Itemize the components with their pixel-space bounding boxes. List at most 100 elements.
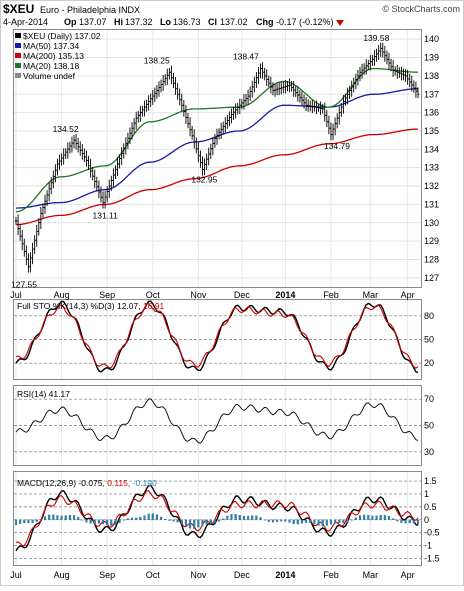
- macd-histogram-bar: [193, 519, 196, 529]
- macd-histogram-bar: [189, 519, 192, 529]
- macd-signal-line: [15, 490, 419, 547]
- macd-label-hist: -0.190: [133, 478, 157, 488]
- macd-histogram-bar: [143, 515, 146, 520]
- macd-histogram-bar: [300, 519, 304, 524]
- macd-histogram-bar: [197, 519, 200, 528]
- osc-tick-label: -1: [424, 541, 432, 551]
- macd-histogram-bar: [118, 519, 121, 523]
- macd-histogram-bar: [60, 515, 63, 520]
- price-legend: $XEU (Daily) 137.02 MA(50) 137.34 MA(200…: [15, 31, 101, 81]
- price-annotation: 138.47: [233, 51, 259, 61]
- macd-histogram-bar: [43, 516, 47, 520]
- price-tick-label: 132: [424, 181, 439, 191]
- macd-histogram-bar: [201, 519, 204, 526]
- macd-histogram-bar: [396, 519, 399, 522]
- macd-histogram-bar: [122, 519, 125, 521]
- macd-panel-frame: [13, 471, 422, 566]
- month-label-upper: Feb: [323, 290, 339, 300]
- open-value: 137.07: [79, 17, 107, 27]
- macd-histogram-bar: [375, 515, 378, 520]
- month-label-upper: Oct: [146, 290, 161, 300]
- macd-histogram-bar: [400, 519, 403, 524]
- osc-tick-label: 80: [424, 311, 434, 321]
- symbol-title: $XEU: [3, 2, 34, 16]
- macd-histogram-bar: [106, 519, 109, 526]
- price-tick-label: 140: [424, 34, 439, 44]
- macd-histogram-bar: [350, 519, 353, 521]
- macd-histogram-bar: [309, 519, 312, 523]
- rsi-panel-frame: [13, 385, 422, 466]
- macd-histogram-bar: [64, 515, 67, 520]
- macd-histogram-bar: [130, 517, 134, 520]
- macd-histogram-bar: [209, 519, 212, 524]
- month-label-upper: Mar: [363, 290, 379, 300]
- credit-text: © StockCharts.com: [382, 4, 460, 14]
- macd-histogram-bar: [213, 519, 216, 524]
- axis-label-layer: 1271281291301311321331341351361371381391…: [10, 33, 439, 580]
- macd-histogram-bar: [334, 519, 337, 524]
- rsi-label: RSI(14) 41.17: [17, 389, 70, 399]
- legend-swatch-volume: [15, 73, 21, 78]
- macd-histogram-bar: [280, 519, 283, 522]
- macd-histogram-bar: [139, 516, 142, 520]
- price-tick-label: 136: [424, 108, 439, 118]
- month-label-lower: Dec: [234, 570, 251, 580]
- macd-histogram-bar: [89, 519, 92, 524]
- month-label-lower: Nov: [190, 570, 207, 580]
- osc-tick-label: 70: [424, 394, 434, 404]
- price-annotation: 127.55: [11, 280, 37, 290]
- osc-tick-label: 0: [424, 515, 429, 525]
- sto-panel-frame: [13, 299, 422, 380]
- macd-histogram-bar: [313, 519, 316, 525]
- legend-price: $XEU (Daily) 137.02: [23, 31, 101, 41]
- macd-histogram-bar: [151, 513, 154, 520]
- macd-histogram-bar: [184, 519, 187, 527]
- macd-histogram-bar: [238, 515, 241, 520]
- price-tick-label: 129: [424, 236, 439, 246]
- price-tick-label: 139: [424, 53, 439, 63]
- legend-swatch-ma50: [15, 43, 21, 48]
- macd-label-text: MACD(12,26,9) -0.075,: [17, 478, 105, 488]
- macd-histogram-bar: [305, 519, 308, 523]
- price-tick-label: 135: [424, 126, 439, 136]
- macd-histogram-bar: [35, 519, 38, 522]
- macd-histogram-bar: [247, 515, 250, 520]
- price-annotation: 138.25: [144, 55, 170, 65]
- osc-tick-label: -1.5: [424, 554, 440, 564]
- macd-histogram-bar: [23, 519, 26, 524]
- ma-line-ma20: [15, 67, 418, 213]
- month-label-lower: Aug: [54, 570, 70, 580]
- close-value: 137.02: [220, 17, 248, 27]
- macd-histogram-bar: [93, 519, 96, 524]
- macd-histogram-bar: [383, 514, 386, 520]
- macd-histogram-bar: [222, 518, 225, 520]
- month-label-upper: 2014: [275, 290, 295, 300]
- macd-histogram-bar: [81, 519, 84, 521]
- down-triangle-icon: [336, 20, 344, 26]
- macd-histogram-bar: [404, 519, 407, 524]
- open-label: Op: [64, 17, 77, 27]
- macd-histogram-bar: [48, 514, 51, 520]
- macd-histogram-bar: [160, 516, 163, 520]
- macd-histogram-bar: [251, 515, 254, 520]
- month-label-lower: Mar: [363, 570, 379, 580]
- low-label: Lo: [160, 17, 171, 27]
- macd-histogram-bar: [147, 513, 150, 520]
- macd-histogram-bar: [135, 517, 138, 520]
- month-label-upper: Jul: [10, 290, 22, 300]
- macd-histogram-bar: [317, 519, 320, 526]
- macd-histogram-bar: [164, 519, 167, 520]
- osc-tick-label: 0.5: [424, 502, 437, 512]
- close-label: Cl: [208, 17, 217, 27]
- legend-volume: Volume undef: [23, 71, 76, 81]
- osc-tick-label: 50: [424, 335, 434, 345]
- macd-histogram-bar: [255, 515, 258, 520]
- legend-ma50: MA(50) 137.34: [23, 41, 79, 51]
- macd-histogram-bar: [292, 519, 295, 524]
- macd-histogram-bar: [126, 518, 129, 520]
- macd-histogram-bar: [387, 516, 391, 520]
- oscillator-layer: [14, 300, 420, 552]
- macd-histogram-bar: [354, 517, 357, 520]
- macd-histogram-bar: [234, 514, 237, 520]
- macd-histogram-bar: [97, 519, 100, 524]
